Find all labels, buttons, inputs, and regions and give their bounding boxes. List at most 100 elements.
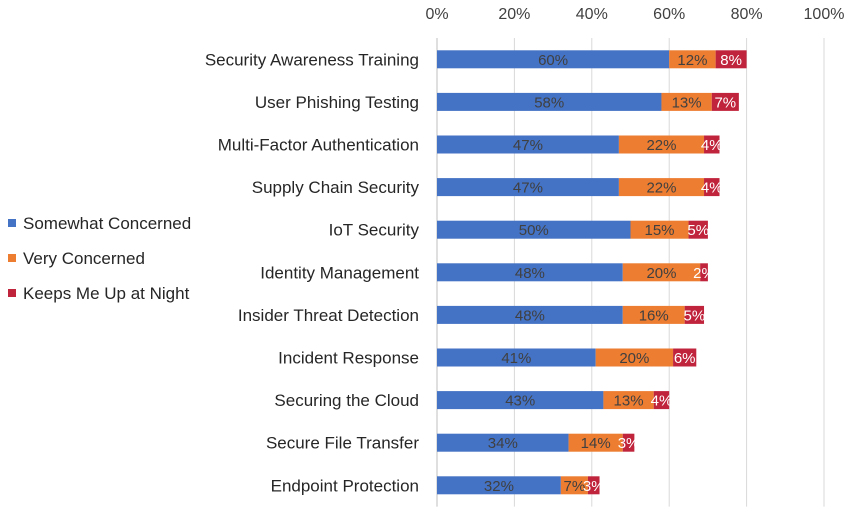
data-label: 47% (513, 137, 543, 154)
category-label: IoT Security (329, 221, 420, 240)
bar-segment (437, 391, 604, 410)
data-label: 15% (645, 222, 675, 239)
x-tick-label: 40% (576, 6, 608, 23)
bar-row: 41% 20% 6% (437, 348, 697, 367)
category-labels: Security Awareness Training User Phishing… (205, 50, 420, 495)
bar-segment (688, 220, 708, 239)
bar-segment (622, 263, 701, 282)
category-label: Securing the Cloud (274, 391, 419, 410)
category-label: Identity Management (260, 263, 419, 282)
bar-row: 34% 14% 3% (437, 433, 640, 452)
bar-segment (715, 50, 747, 69)
legend-label: Keeps Me Up at Night (23, 284, 190, 303)
data-label: 58% (534, 94, 564, 111)
data-label: 48% (515, 307, 545, 324)
bar-segment (437, 220, 631, 239)
bar-segment (653, 391, 670, 410)
bar-segment (704, 178, 720, 197)
legend-swatch (8, 289, 16, 297)
legend-item: Somewhat Concerned (8, 214, 191, 233)
bar-segment (622, 305, 685, 324)
data-label: 16% (639, 307, 669, 324)
x-axis-ticks: 0% 20% 40% 60% 80% 100% (425, 6, 844, 23)
legend-item: Very Concerned (8, 249, 145, 268)
bar-segment (603, 391, 654, 410)
data-label: 34% (488, 435, 518, 452)
bar-segment (661, 92, 712, 111)
data-label: 7% (564, 478, 586, 495)
bar-row: 47% 22% 4% (437, 178, 723, 197)
bar-row: 32% 7%3% (437, 476, 605, 495)
legend-swatch (8, 219, 16, 227)
bar-segment (437, 92, 662, 111)
category-label: User Phishing Testing (255, 93, 419, 112)
data-label: 5% (684, 307, 706, 324)
bar-segment (669, 50, 716, 69)
data-label: 43% (505, 393, 535, 410)
bar-segment (437, 50, 670, 69)
bar-segment (437, 348, 596, 367)
category-label: Security Awareness Training (205, 50, 419, 69)
bar-segment (595, 348, 674, 367)
data-label: 4% (651, 393, 673, 410)
data-label: 7% (714, 94, 736, 111)
category-label: Incident Response (278, 349, 419, 368)
data-label: 41% (501, 350, 531, 367)
data-label: 13% (672, 94, 702, 111)
bar-segment (700, 263, 708, 282)
legend-swatch (8, 254, 16, 262)
data-label: 20% (646, 265, 676, 282)
bar-segment (437, 178, 619, 197)
bar-segment (622, 433, 635, 452)
data-label: 22% (646, 180, 676, 197)
legend-item: Keeps Me Up at Night (8, 284, 190, 303)
category-label: Endpoint Protection (271, 476, 419, 495)
data-label: 22% (646, 137, 676, 154)
bars: 60% 12% 8% 58% 13% 7% 47% 22% 4% 47% 22% 4% 50% 15% 5%… (437, 50, 747, 495)
bar-segment (618, 135, 705, 154)
data-label: 48% (515, 265, 545, 282)
data-label: 12% (677, 52, 707, 69)
bar-segment (711, 92, 739, 111)
x-tick-label: 0% (425, 6, 448, 23)
bar-row: 48% 20% 2% (437, 263, 715, 282)
bar-segment (437, 135, 619, 154)
data-label: 8% (720, 52, 742, 69)
data-label: 20% (619, 350, 649, 367)
bar-segment (704, 135, 720, 154)
category-label: Insider Threat Detection (238, 306, 419, 325)
bar-row: 60% 12% 8% (437, 50, 747, 69)
bar-segment (684, 305, 705, 324)
bar-segment (630, 220, 689, 239)
data-label: 32% (484, 478, 514, 495)
bar-segment (673, 348, 697, 367)
bar-row: 43% 13% 4% (437, 391, 672, 410)
data-label: 2% (693, 265, 715, 282)
data-label: 47% (513, 180, 543, 197)
x-tick-label: 80% (731, 6, 763, 23)
data-label: 13% (614, 393, 644, 410)
data-label: 5% (687, 222, 709, 239)
bar-segment (587, 476, 600, 495)
bar-row: 48% 16% 5% (437, 305, 706, 324)
bar-segment (618, 178, 705, 197)
data-label: 50% (519, 222, 549, 239)
data-label: 60% (538, 52, 568, 69)
category-label: Multi-Factor Authentication (218, 136, 419, 155)
legend-label: Somewhat Concerned (23, 214, 191, 233)
data-label: 14% (581, 435, 611, 452)
bar-row: 58% 13% 7% (437, 92, 739, 111)
bar-segment (568, 433, 623, 452)
bar-segment (437, 433, 569, 452)
data-label: 3% (618, 435, 640, 452)
bar-segment (437, 305, 623, 324)
data-label: 4% (701, 180, 723, 197)
bar-row: 50% 15% 5% (437, 220, 709, 239)
data-label: 3% (583, 478, 605, 495)
x-tick-label: 60% (653, 6, 685, 23)
bar-segment (437, 476, 561, 495)
bar-row: 47% 22% 4% (437, 135, 723, 154)
category-label: Supply Chain Security (252, 178, 420, 197)
x-tick-label: 20% (498, 6, 530, 23)
